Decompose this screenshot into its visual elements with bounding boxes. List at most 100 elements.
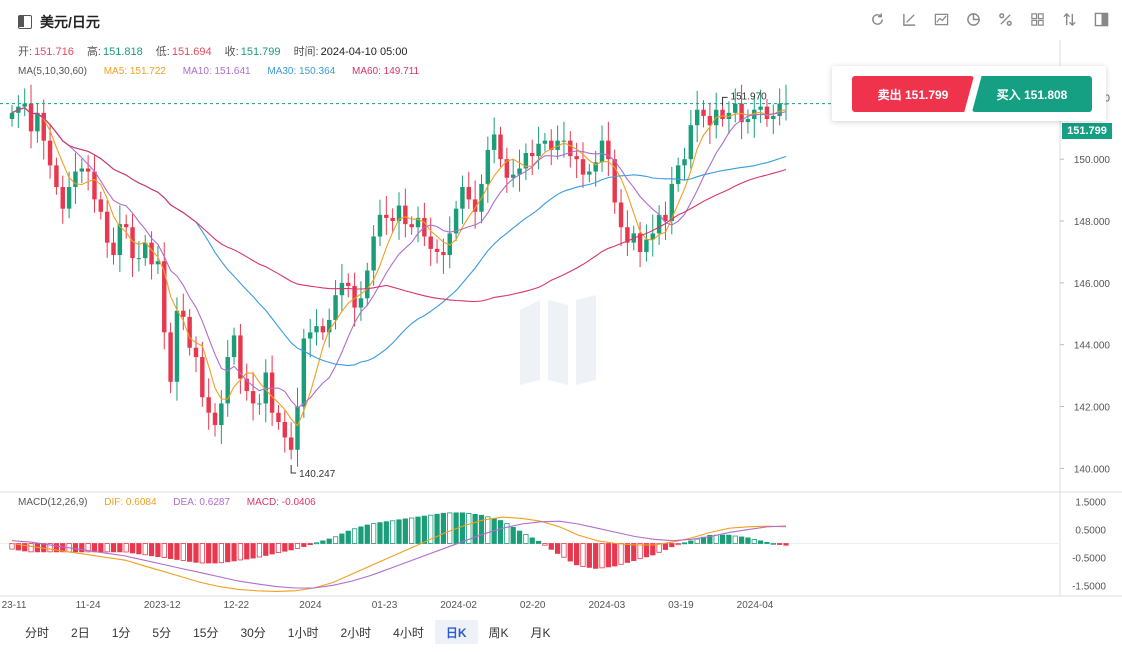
sidebar-toggle-icon[interactable] bbox=[18, 15, 32, 29]
tab-10[interactable]: 周K bbox=[488, 625, 509, 640]
tab-3[interactable]: 5分 bbox=[152, 625, 172, 640]
macd-bar bbox=[402, 518, 408, 544]
macd-bar bbox=[199, 543, 205, 564]
macd-bar bbox=[339, 533, 345, 544]
tab-2[interactable]: 1分 bbox=[111, 625, 131, 640]
candle-body bbox=[675, 165, 681, 184]
candle-body bbox=[428, 236, 433, 249]
macd-bar bbox=[409, 517, 415, 544]
time-label: 时间: bbox=[293, 46, 319, 58]
high-label: 高: bbox=[86, 46, 101, 58]
dea-value: DEA: 0.6287 bbox=[173, 497, 231, 508]
macd-bar bbox=[72, 543, 79, 553]
tab-4[interactable]: 15分 bbox=[193, 625, 219, 640]
panel-icon[interactable] bbox=[1092, 10, 1110, 28]
macd-bar bbox=[612, 543, 618, 567]
macd-bar bbox=[22, 543, 28, 552]
candle-body bbox=[739, 103, 744, 123]
macd-bar bbox=[497, 520, 504, 544]
tab-7[interactable]: 2小时 bbox=[340, 625, 372, 640]
candle-body bbox=[453, 208, 459, 234]
candle-body bbox=[618, 202, 624, 228]
macd-bar bbox=[256, 543, 263, 558]
candle-body bbox=[365, 270, 370, 299]
candle-body bbox=[314, 326, 319, 333]
candle-body bbox=[466, 187, 472, 200]
candle-body bbox=[409, 224, 414, 228]
candle-body bbox=[472, 199, 478, 212]
macd-bar bbox=[777, 543, 783, 545]
macd-bar bbox=[307, 543, 313, 546]
candle-body bbox=[155, 261, 161, 265]
macd-bar bbox=[599, 543, 605, 569]
candle-body bbox=[764, 106, 770, 120]
candle-body bbox=[346, 282, 351, 286]
candle-body bbox=[282, 421, 288, 438]
candle-body bbox=[9, 112, 15, 120]
candle-body bbox=[231, 335, 237, 358]
watermark-logo bbox=[520, 295, 596, 385]
sort-icon[interactable] bbox=[1060, 10, 1078, 28]
candle-body bbox=[434, 248, 440, 252]
candle-body bbox=[460, 187, 465, 209]
macd-bar bbox=[605, 543, 611, 568]
candle-body bbox=[650, 233, 655, 240]
ma60-value: MA60: 149.711 bbox=[351, 66, 420, 77]
macd-bar bbox=[294, 543, 301, 549]
candle-body bbox=[85, 168, 91, 172]
pie-icon[interactable] bbox=[964, 10, 982, 28]
candle-body bbox=[358, 298, 364, 308]
tab-11[interactable]: 月K bbox=[530, 625, 551, 640]
chart-type-icon[interactable] bbox=[932, 10, 950, 28]
candle-body bbox=[22, 103, 27, 107]
tab-1[interactable]: 2日 bbox=[71, 625, 90, 640]
candle-body bbox=[403, 205, 408, 225]
macd-bar bbox=[91, 543, 98, 553]
macd-bar bbox=[732, 535, 738, 544]
tab-9[interactable]: 日K bbox=[434, 620, 478, 644]
candle-body bbox=[276, 412, 281, 422]
refresh-icon[interactable] bbox=[868, 10, 886, 28]
macd-bar bbox=[726, 534, 732, 544]
grid-icon[interactable] bbox=[1028, 10, 1046, 28]
candle-body bbox=[625, 227, 630, 243]
candle-body bbox=[415, 217, 421, 228]
macd-bar bbox=[320, 540, 326, 544]
macd-bar bbox=[472, 513, 478, 544]
candle-body bbox=[758, 106, 763, 110]
candle-body bbox=[777, 103, 782, 116]
top-bar: 美元/日元 bbox=[0, 0, 1122, 40]
buy-button[interactable]: 买入 151.808 bbox=[972, 76, 1092, 112]
ma-legend-label: MA(5,10,30,60) bbox=[18, 66, 87, 77]
price-tick-label: 148.000 bbox=[1074, 217, 1111, 228]
time-tick-label: 12-22 bbox=[224, 600, 250, 611]
candle-body bbox=[733, 103, 738, 113]
candle-body bbox=[257, 403, 262, 405]
macd-bar bbox=[275, 543, 282, 553]
macd-legend: MACD(12,26,9) DIF: 0.6084 DEA: 0.6287 MA… bbox=[18, 497, 330, 508]
tab-5[interactable]: 30分 bbox=[240, 625, 266, 640]
tab-8[interactable]: 4小时 bbox=[393, 625, 424, 640]
macd-bar bbox=[707, 534, 713, 544]
sell-button[interactable]: 卖出 151.799 bbox=[852, 76, 974, 112]
macd-value: MACD: -0.0406 bbox=[246, 497, 316, 508]
candle-body bbox=[606, 140, 611, 160]
candle-body bbox=[212, 412, 218, 426]
candle-body bbox=[181, 310, 186, 317]
tab-6[interactable]: 1小时 bbox=[287, 625, 319, 640]
candle-body bbox=[701, 109, 706, 116]
macd-bar bbox=[586, 543, 592, 568]
macd-bar bbox=[574, 543, 580, 566]
percent-icon[interactable] bbox=[996, 10, 1014, 28]
tab-0[interactable]: 分时 bbox=[25, 625, 50, 640]
candle-body bbox=[517, 168, 522, 175]
macd-bar bbox=[580, 543, 586, 567]
candle-body bbox=[771, 115, 776, 120]
candle-body bbox=[587, 171, 592, 175]
candle-body bbox=[320, 326, 326, 333]
draw-icon[interactable] bbox=[900, 10, 918, 28]
macd-bar bbox=[345, 530, 351, 544]
macd-bar bbox=[225, 543, 231, 563]
macd-bar bbox=[364, 524, 370, 544]
